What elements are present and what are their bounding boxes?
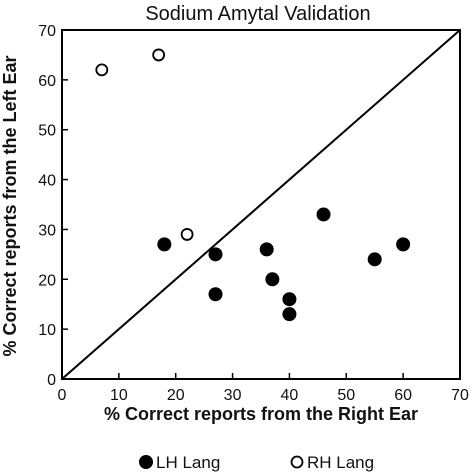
y-axis-ticks: 0 10 20 30 40 50 60 70 [38,23,68,389]
y-axis-label: % Correct reports from the Left Ear [0,55,20,356]
lh-lang-point [157,237,172,252]
y-tick-label: 10 [38,322,56,339]
legend-item-rh-lang: RH Lang [290,453,374,472]
y-tick-label: 30 [38,222,56,239]
x-axis-ticks: 0 10 20 30 40 50 60 70 [58,373,469,404]
x-tick-label: 70 [451,387,469,404]
lh-lang-series [157,207,411,322]
y-tick-label: 50 [38,123,56,140]
x-tick-label: 10 [110,387,128,404]
lh-lang-point [208,247,223,262]
rh-lang-series [95,48,194,241]
legend-filled-circle-marker [139,455,153,469]
lh-lang-point [282,307,297,322]
legend-label: LH Lang [156,453,220,472]
lh-lang-point [208,287,223,302]
x-tick-label: 50 [337,387,355,404]
rh-lang-point [152,48,166,62]
plot-area: 0 10 20 30 40 50 60 70 0 10 20 30 40 50 60 70 [38,23,469,404]
y-tick-label: 40 [38,173,56,190]
x-axis-label: % Correct reports from the Right Ear [104,404,418,424]
legend-label: RH Lang [307,453,374,472]
lh-lang-point [396,237,411,252]
rh-lang-point [95,63,109,77]
lh-lang-point [316,207,331,222]
diagonal-reference-line [61,29,461,380]
data-points [95,48,411,322]
legend: LH Lang RH Lang [139,453,374,472]
lh-lang-point [259,242,274,257]
y-tick-label: 70 [38,23,56,40]
x-tick-label: 40 [281,387,299,404]
x-tick-label: 60 [394,387,412,404]
y-tick-label: 0 [47,372,56,389]
rh-lang-point [180,228,194,241]
y-tick-label: 60 [38,73,56,90]
x-tick-label: 30 [224,387,242,404]
y-tick-label: 20 [38,272,56,289]
lh-lang-point [367,252,382,267]
x-tick-label: 0 [58,387,67,404]
x-tick-label: 20 [167,387,185,404]
lh-lang-point [265,272,280,287]
legend-open-circle-marker [290,455,304,469]
lh-lang-point [282,292,297,307]
legend-item-lh-lang: LH Lang [139,453,220,472]
plot-frame [61,29,461,380]
chart-title: Sodium Amytal Validation [145,3,370,25]
